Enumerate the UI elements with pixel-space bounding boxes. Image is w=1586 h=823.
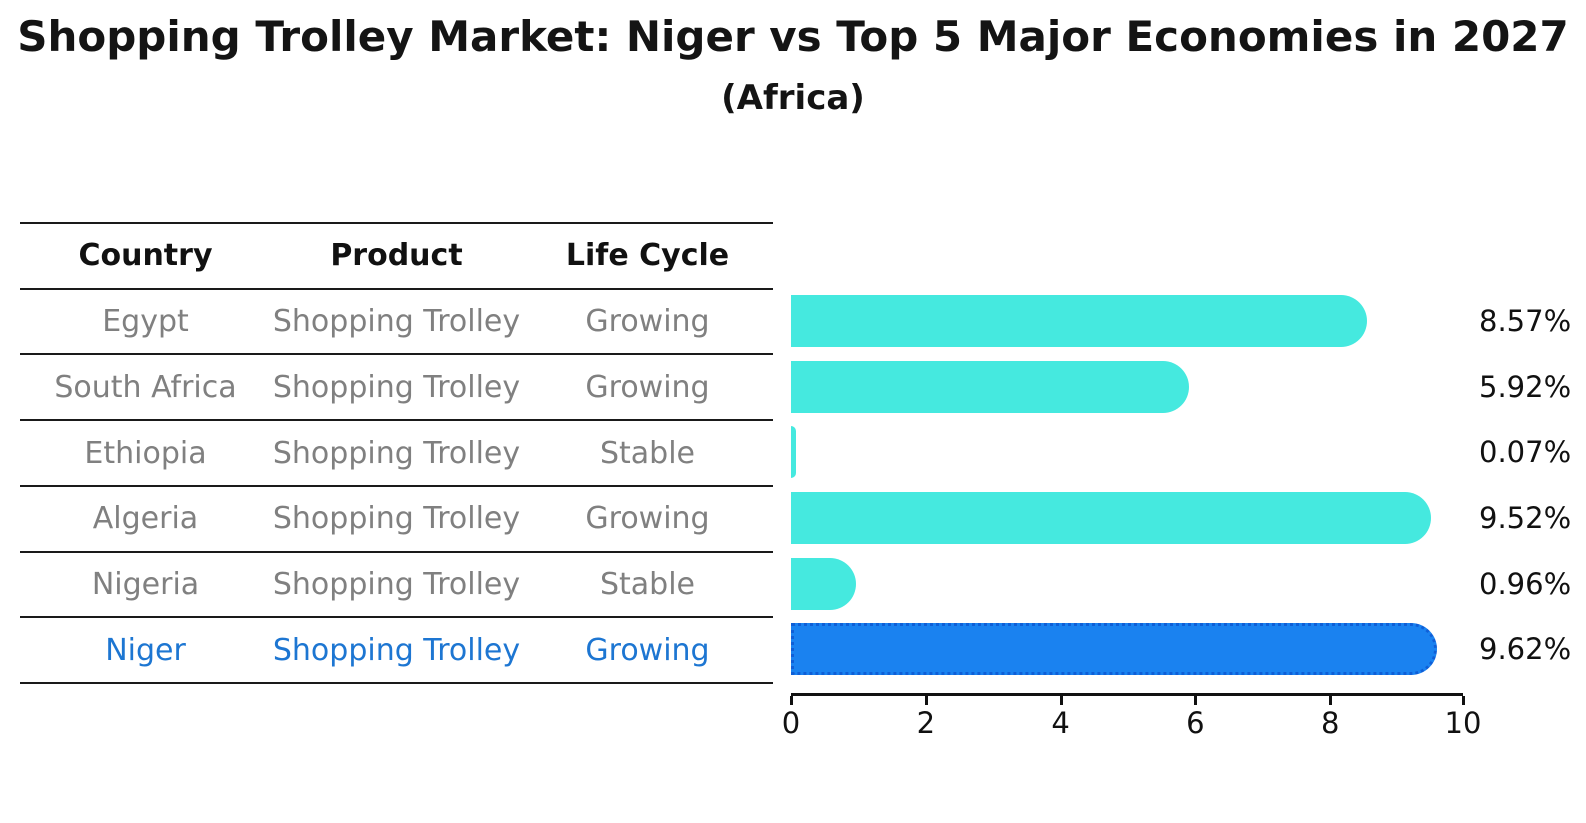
bar-track (791, 294, 1463, 347)
product-cell: Shopping Trolley (272, 369, 521, 405)
bar-track (791, 426, 1463, 479)
product-cell: Shopping Trolley (272, 435, 521, 471)
value-label: 5.92% (1479, 369, 1572, 404)
life-cycle-cell: Growing (585, 501, 710, 537)
value-label: 9.62% (1479, 632, 1572, 667)
country-cell: Nigeria (91, 566, 200, 602)
x-axis-tick-label: 4 (1051, 706, 1070, 740)
country-cell: Egypt (102, 304, 189, 340)
x-axis-tick-label: 6 (1186, 706, 1205, 740)
country-cell: Ethiopia (84, 435, 207, 471)
bar-row: 0.96% (791, 551, 1586, 617)
value-label: 9.52% (1479, 500, 1572, 535)
bar-chart: 8.57% 5.92% 0.07% 9.52% 0.96% (791, 288, 1586, 682)
bar (791, 557, 856, 610)
product-cell: Shopping Trolley (272, 566, 521, 602)
life-cycle-cell: Growing (585, 369, 710, 405)
bar (791, 294, 1367, 347)
bar-highlight (791, 623, 1438, 676)
table-row: Ethiopia Shopping Trolley Stable (20, 419, 773, 485)
bar-row: 8.57% (791, 288, 1586, 354)
bar (791, 491, 1431, 544)
life-cycle-cell: Stable (599, 566, 696, 602)
life-cycle-cell: Growing (585, 304, 710, 340)
x-axis-tick-label: 10 (1444, 706, 1482, 740)
bar (791, 360, 1189, 413)
value-label: 8.57% (1479, 303, 1572, 338)
value-label: 0.07% (1479, 435, 1572, 470)
x-axis-tick-label: 8 (1320, 706, 1340, 740)
product-cell: Shopping Trolley (272, 304, 521, 340)
x-axis-tick-label: 2 (916, 706, 936, 740)
x-axis-tick (1059, 696, 1063, 705)
column-header-country: Country (78, 238, 213, 274)
column-header-product: Product (330, 238, 463, 274)
bar (791, 426, 796, 479)
bar-track (791, 491, 1463, 544)
life-cycle-cell: Stable (599, 435, 696, 471)
table-row: Nigeria Shopping Trolley Stable (20, 550, 773, 617)
page-title: Shopping Trolley Market: Niger vs Top 5 … (17, 12, 1569, 61)
bar-track (791, 360, 1463, 413)
bar-row: 5.92% (791, 354, 1586, 420)
table-row: South Africa Shopping Trolley Growing (20, 353, 773, 419)
table-row: Algeria Shopping Trolley Growing (20, 484, 773, 551)
x-axis-tick (1461, 696, 1465, 705)
country-cell: Algeria (92, 501, 199, 537)
table-row-highlight-niger: Niger Shopping Trolley Growing (20, 616, 773, 682)
product-cell: Shopping Trolley (272, 501, 521, 537)
bar-row: 9.52% (791, 485, 1586, 551)
product-cell: Shopping Trolley (272, 632, 521, 668)
x-axis-tick (1329, 696, 1333, 705)
x-axis-tick (1194, 696, 1198, 705)
x-axis-tick-label: 0 (781, 706, 801, 740)
bar-row: 0.07% (791, 419, 1586, 485)
bar-track (791, 623, 1463, 676)
country-cell: Niger (105, 632, 186, 668)
life-cycle-cell: Growing (585, 632, 710, 668)
bar-row-highlight-niger: 9.62% (791, 616, 1586, 682)
x-axis-line (791, 693, 1463, 696)
bar-track (791, 557, 1463, 610)
x-axis-tick (790, 696, 793, 705)
table-row: Egypt Shopping Trolley Growing (20, 287, 773, 354)
country-table: Country Product Life Cycle Egypt Shoppin… (20, 222, 773, 684)
value-label: 0.96% (1479, 566, 1572, 601)
x-axis: 0 2 4 6 8 10 (782, 693, 1481, 743)
table-header-row: Country Product Life Cycle (20, 222, 773, 288)
x-axis-tick (924, 696, 928, 705)
page-subtitle: (Africa) (721, 78, 865, 118)
country-cell: South Africa (54, 369, 237, 405)
column-header-life-cycle: Life Cycle (565, 238, 730, 274)
